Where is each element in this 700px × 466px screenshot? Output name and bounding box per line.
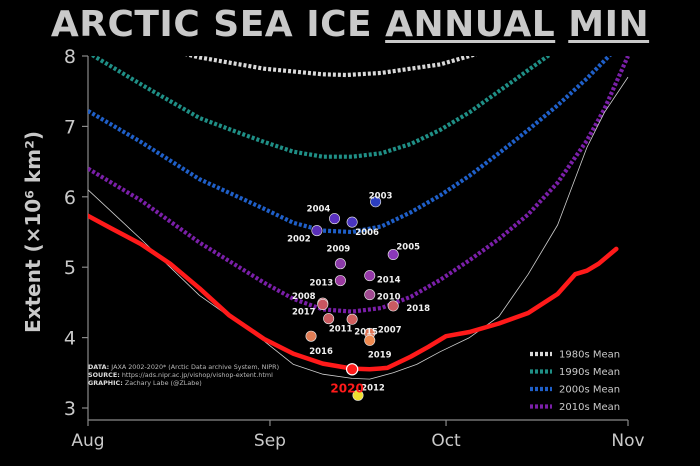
min-label-2009: 2009: [327, 245, 351, 255]
min-label-2007: 2007: [378, 325, 402, 335]
series-line-1990s-mean: [89, 56, 552, 159]
series-line-2010s-mean: [88, 56, 630, 314]
min-point-2005: [387, 249, 399, 261]
chart-title: ARCTIC SEA ICE ANNUAL MIN: [0, 4, 700, 45]
credit-source: SOURCE: https://ads.nipr.ac.jp/vishop/vi…: [88, 371, 273, 379]
series-lines: [88, 56, 630, 380]
min-label-2006: 2006: [355, 228, 379, 238]
min-label-2002: 2002: [287, 235, 311, 245]
title-part-1: ARCTIC SEA ICE: [50, 4, 373, 45]
annual-minimum-points: 2002 2003 2004 2005 2006 2007 2008 2009 2010 2011…: [287, 192, 430, 401]
y-tick-label: 8: [64, 46, 76, 68]
min-label-2014: 2014: [377, 276, 401, 286]
series-line-2000s-mean: [88, 56, 612, 235]
y-axis-label: Extent (×10⁶ km²): [21, 131, 45, 333]
min-point-2014: [364, 270, 376, 282]
min-point-2009: [334, 258, 346, 270]
min-point-2019: [364, 334, 376, 346]
min-point-2018: [387, 300, 399, 312]
credit-graphic: GRAPHIC: Zachary Labe (@ZLabe): [88, 379, 202, 387]
x-tick-label: Aug: [71, 431, 104, 451]
title-part-2: ANNUAL: [385, 4, 556, 45]
min-label-2013: 2013: [310, 279, 334, 289]
min-label-2016: 2016: [309, 347, 333, 357]
legend: 1980s Mean 1990s Mean 2000s Mean 2010s Mean: [530, 350, 620, 413]
min-point-2012: [352, 389, 364, 401]
axes: 3 4 5 6 7 8 Aug Sep Oct Nov: [64, 46, 645, 451]
credit-data: DATA: JAXA 2002-2020* (Arctic Data archi…: [88, 363, 280, 371]
x-tick-label: Nov: [611, 431, 644, 451]
min-label-2008: 2008: [292, 292, 316, 302]
min-label-2011: 2011: [329, 325, 353, 335]
legend-label-0: 1980s Mean: [559, 350, 620, 361]
series-line-2020: [88, 213, 619, 372]
min-label-2015: 2015: [354, 327, 378, 337]
min-label-2020: 2020: [330, 381, 363, 395]
y-tick-label: 4: [64, 328, 76, 350]
y-tick-label: 5: [64, 257, 76, 279]
min-point-2004: [329, 213, 341, 225]
min-label-2012: 2012: [361, 383, 385, 393]
y-tick-label: 6: [64, 187, 76, 209]
y-tick-label: 3: [64, 398, 76, 420]
min-point-2011: [323, 313, 335, 325]
min-label-2004: 2004: [307, 205, 331, 215]
min-point-2003: [370, 196, 382, 208]
legend-label-1: 1990s Mean: [559, 367, 620, 378]
x-tick-label: Sep: [254, 431, 286, 451]
series-line-1980s-mean: [184, 56, 478, 78]
legend-label-2: 2000s Mean: [559, 385, 620, 396]
x-tick-label: Oct: [431, 431, 461, 451]
min-point-2013: [334, 275, 346, 287]
min-point-2002: [311, 225, 323, 237]
legend-label-3: 2010s Mean: [559, 402, 620, 413]
min-point-2010: [364, 289, 376, 301]
min-label-2018: 2018: [406, 304, 430, 314]
min-point-2015: [346, 313, 358, 325]
min-label-2003: 2003: [369, 192, 393, 202]
min-point-2006: [346, 216, 358, 228]
min-point-2020: [345, 363, 359, 376]
min-label-2019: 2019: [368, 350, 392, 360]
title-part-3: MIN: [568, 4, 650, 45]
y-tick-label: 7: [64, 116, 76, 138]
min-label-2010: 2010: [377, 293, 401, 303]
min-point-2016: [305, 330, 317, 342]
min-label-2005: 2005: [396, 243, 420, 253]
min-point-2017: [317, 299, 329, 311]
min-label-2017: 2017: [292, 308, 316, 318]
